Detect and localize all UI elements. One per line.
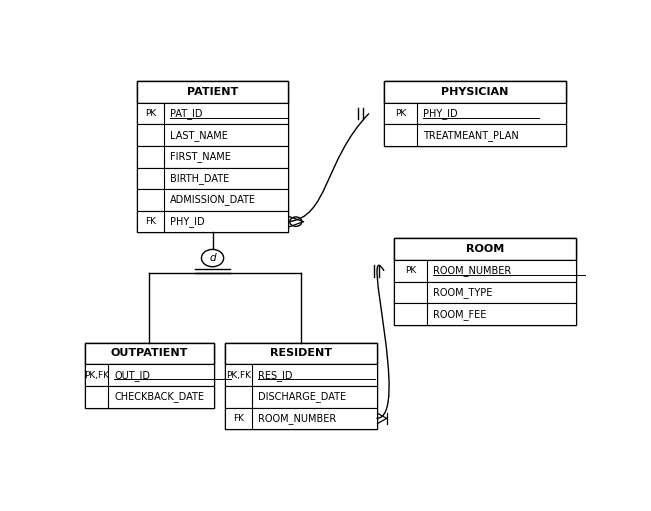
Text: TREATMEANT_PLAN: TREATMEANT_PLAN: [423, 130, 519, 141]
Text: PHY_ID: PHY_ID: [423, 108, 458, 119]
Bar: [137, 146, 288, 168]
Bar: [85, 343, 214, 364]
Text: FIRST_NAME: FIRST_NAME: [170, 151, 231, 162]
Text: ROOM_NUMBER: ROOM_NUMBER: [258, 413, 337, 424]
Text: ROOM_FEE: ROOM_FEE: [433, 309, 486, 319]
Text: PK: PK: [145, 109, 156, 118]
Text: RES_ID: RES_ID: [258, 369, 293, 381]
Text: DISCHARGE_DATE: DISCHARGE_DATE: [258, 391, 346, 402]
Text: LAST_NAME: LAST_NAME: [170, 130, 228, 141]
Text: d: d: [209, 253, 216, 263]
Bar: [225, 364, 376, 386]
Text: ROOM: ROOM: [466, 244, 504, 254]
Text: PK: PK: [405, 266, 416, 275]
Text: FK: FK: [145, 217, 156, 226]
Bar: [85, 364, 214, 386]
Bar: [225, 343, 376, 364]
Text: OUTPATIENT: OUTPATIENT: [111, 349, 188, 359]
Bar: [384, 124, 566, 146]
Bar: [85, 386, 214, 408]
Bar: [384, 81, 566, 103]
Bar: [395, 260, 576, 282]
Bar: [225, 408, 376, 429]
Bar: [137, 124, 288, 146]
Bar: [137, 189, 288, 211]
Text: BIRTH_DATE: BIRTH_DATE: [170, 173, 229, 184]
Bar: [395, 238, 576, 325]
Bar: [395, 282, 576, 304]
Bar: [225, 386, 376, 408]
Text: CHECKBACK_DATE: CHECKBACK_DATE: [115, 391, 204, 402]
Text: RESIDENT: RESIDENT: [270, 349, 332, 359]
Text: ADMISSION_DATE: ADMISSION_DATE: [170, 195, 256, 205]
Text: PAT_ID: PAT_ID: [170, 108, 202, 119]
Bar: [384, 81, 566, 146]
Bar: [137, 211, 288, 233]
Bar: [225, 343, 376, 429]
Bar: [137, 81, 288, 233]
Text: PK: PK: [395, 109, 406, 118]
Bar: [395, 304, 576, 325]
Text: PHY_ID: PHY_ID: [170, 216, 205, 227]
Text: PK,FK: PK,FK: [227, 370, 251, 380]
Bar: [384, 103, 566, 124]
Bar: [137, 168, 288, 189]
Text: ROOM_NUMBER: ROOM_NUMBER: [433, 265, 511, 276]
Bar: [137, 81, 288, 103]
Text: FK: FK: [233, 414, 244, 423]
Text: ROOM_TYPE: ROOM_TYPE: [433, 287, 492, 298]
Bar: [395, 238, 576, 260]
Bar: [85, 343, 214, 408]
Text: PATIENT: PATIENT: [187, 87, 238, 97]
Text: OUT_ID: OUT_ID: [115, 369, 150, 381]
Bar: [137, 103, 288, 124]
Text: PHYSICIAN: PHYSICIAN: [441, 87, 508, 97]
Text: PK,FK: PK,FK: [84, 370, 109, 380]
